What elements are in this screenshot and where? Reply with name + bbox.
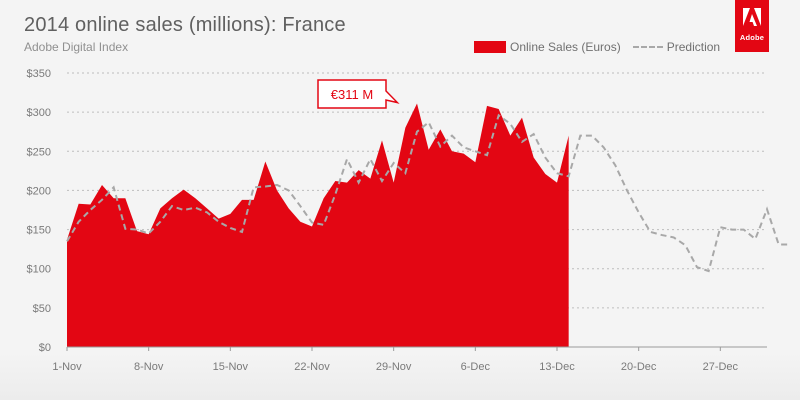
y-tick-label: $300 [27, 107, 51, 119]
sales-area-series [67, 103, 569, 347]
annotation-layer: €311 M [317, 79, 400, 109]
adobe-logo: Adobe [735, 0, 769, 52]
x-tick-label: 6-Dec [461, 361, 491, 373]
annotation-callout [317, 79, 400, 109]
x-tick-label: 27-Dec [703, 361, 739, 373]
x-tick-label: 1-Nov [52, 361, 82, 373]
y-tick-label: $200 [27, 185, 51, 197]
y-tick-label: $0 [39, 342, 51, 354]
chart-title: 2014 online sales (millions): France [24, 14, 346, 36]
x-tick-label: 8-Nov [134, 361, 164, 373]
prediction-line [66, 113, 791, 273]
y-tick-label: $350 [27, 68, 51, 80]
sales-area [67, 103, 569, 347]
y-axis: $0 $50 $100 $150 $200 $250 $300 $350 [27, 68, 51, 354]
y-tick-label: $150 [27, 225, 51, 237]
x-tick-label: 29-Nov [376, 361, 412, 373]
y-tick-label: $250 [27, 146, 51, 158]
prediction-series [66, 113, 791, 273]
legend-sales-swatch [474, 41, 506, 53]
adobe-logo-text: Adobe [739, 33, 765, 42]
x-axis: 1-Nov 8-Nov 15-Nov 22-Nov 29-Nov 6-Dec 13-Dec 2… [52, 346, 767, 373]
legend: Online Sales (Euros) Prediction [474, 40, 720, 54]
chart-subtitle: Adobe Digital Index [24, 40, 129, 54]
legend-prediction-label: Prediction [666, 40, 721, 54]
x-tick-label: 15-Nov [213, 361, 249, 373]
x-tick-label: 22-Nov [294, 361, 330, 373]
y-tick-label: $100 [27, 264, 51, 276]
x-tick-label: 13-Dec [539, 361, 575, 373]
y-tick-label: $50 [33, 303, 51, 315]
legend-prediction-swatch [632, 46, 663, 48]
legend-sales-label: Online Sales (Euros) [510, 40, 621, 54]
annotation-label: €311 M [331, 87, 373, 102]
x-tick-label: 20-Dec [621, 361, 657, 373]
adobe-logo-icon [743, 8, 761, 26]
